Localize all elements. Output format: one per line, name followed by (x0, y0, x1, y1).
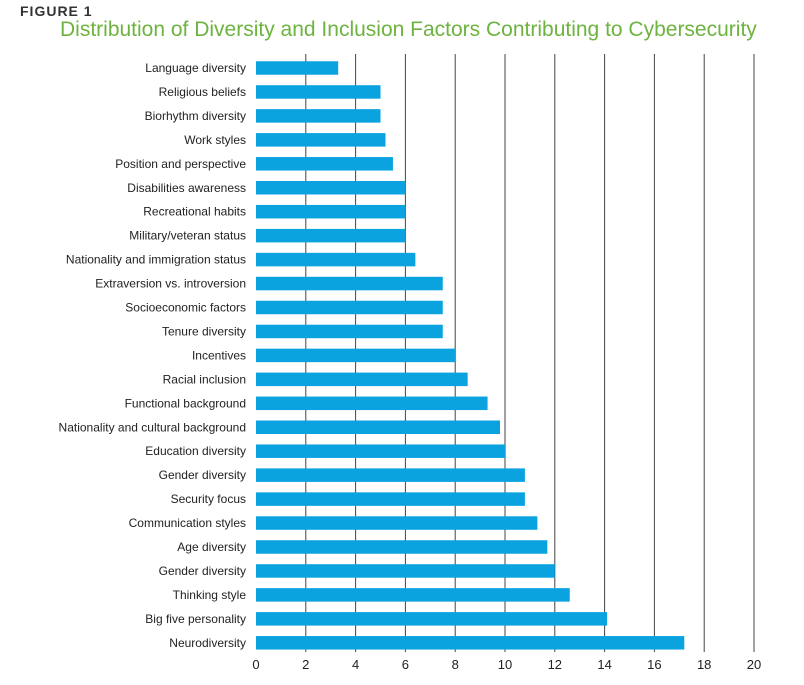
x-tick-label: 8 (452, 657, 459, 672)
category-label: Nationality and cultural background (59, 420, 246, 434)
x-tick-label: 2 (302, 657, 309, 672)
x-tick-label: 20 (747, 657, 761, 672)
category-label: Recreational habits (143, 205, 246, 219)
category-label: Work styles (184, 133, 246, 147)
bar (256, 300, 443, 315)
bar (256, 324, 443, 339)
category-label: Communication styles (129, 516, 246, 530)
category-label: Religious beliefs (159, 85, 246, 99)
bar (256, 636, 685, 650)
bar (256, 372, 468, 387)
category-label: Big five personality (145, 612, 246, 626)
category-label: Tenure diversity (162, 324, 246, 338)
category-label: Military/veteran status (129, 229, 246, 243)
category-label: Socioeconomic factors (125, 301, 246, 315)
bar (256, 468, 525, 482)
category-label: Disabilities awareness (127, 181, 246, 195)
bar (256, 612, 608, 626)
category-label: Age diversity (177, 540, 246, 554)
bar (256, 492, 525, 506)
x-tick-label: 4 (352, 657, 359, 672)
x-tick-label: 10 (498, 657, 512, 672)
chart-title: Distribution of Diversity and Inclusion … (60, 18, 757, 41)
bar (256, 157, 393, 171)
figure-label: FIGURE 1 (20, 3, 93, 19)
bar (256, 420, 501, 434)
bar (256, 276, 443, 291)
category-label: Language diversity (145, 61, 246, 75)
category-label: Security focus (171, 492, 246, 506)
bar (256, 133, 386, 147)
bar (256, 396, 488, 411)
bar (256, 181, 406, 195)
bar (256, 588, 570, 602)
category-label: Thinking style (173, 588, 247, 602)
category-label: Racial inclusion (163, 372, 246, 386)
bar (256, 85, 381, 99)
bar (256, 540, 548, 554)
x-tick-label: 16 (647, 657, 661, 672)
bars (256, 61, 685, 650)
bar (256, 564, 555, 578)
x-axis-ticks: 0 2 4 6 8 10 12 14 16 18 20 (252, 657, 761, 672)
bar (256, 228, 406, 243)
bar (256, 444, 505, 458)
category-label: Nationality and immigration status (66, 253, 246, 267)
bar (256, 252, 416, 267)
bar (256, 204, 406, 219)
x-tick-label: 6 (402, 657, 409, 672)
x-tick-label: 18 (697, 657, 711, 672)
category-label: Education diversity (145, 444, 246, 458)
category-label: Neurodiversity (169, 636, 246, 650)
x-tick-label: 0 (252, 657, 259, 672)
category-label: Incentives (192, 348, 246, 362)
bar (256, 109, 381, 123)
category-label: Gender diversity (159, 468, 246, 482)
category-label: Position and perspective (115, 157, 246, 171)
bar (256, 348, 456, 363)
category-labels: Language diversity Religious beliefs Biorh… (59, 61, 247, 650)
x-tick-label: 14 (597, 657, 611, 672)
category-label: Functional background (125, 396, 246, 410)
category-label: Gender diversity (159, 564, 246, 578)
x-tick-label: 12 (548, 657, 562, 672)
category-label: Biorhythm diversity (145, 109, 246, 123)
bar (256, 61, 339, 75)
category-label: Extraversion vs. introversion (95, 277, 246, 291)
bar (256, 516, 538, 530)
